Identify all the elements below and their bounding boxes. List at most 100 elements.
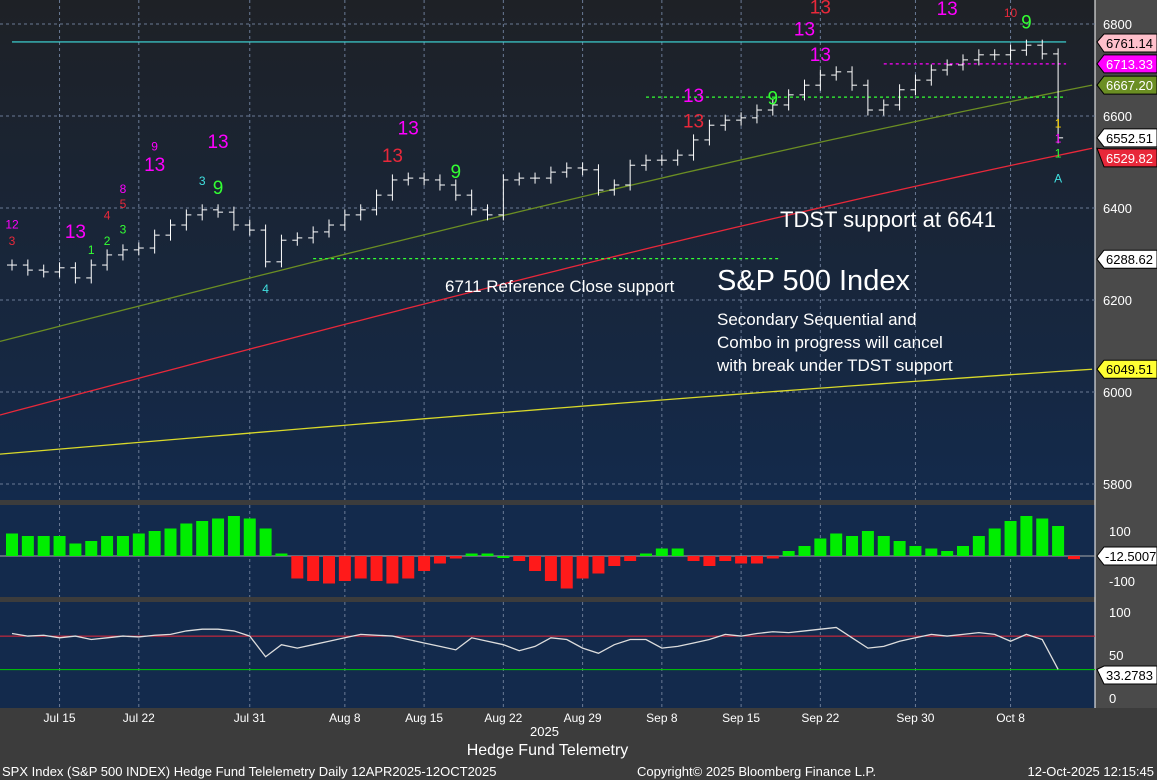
price-label-tag xyxy=(1096,147,1157,168)
momentum-bar xyxy=(481,553,494,556)
momentum-bar xyxy=(925,548,938,556)
td-count-label: 13 xyxy=(683,86,704,107)
td-count-label: 4 xyxy=(104,209,111,223)
oscillator-line xyxy=(11,626,1059,670)
copyright: Copyright© 2025 Bloomberg Finance L.P. xyxy=(637,764,877,779)
momentum-bar xyxy=(69,543,82,556)
momentum-bar xyxy=(640,553,652,556)
price-label: 6761.14 xyxy=(1106,36,1153,51)
ma-200-line xyxy=(0,368,1093,455)
td-count-label: 9 xyxy=(451,162,462,183)
momentum-bar xyxy=(1004,521,1017,556)
price-label: 6552.51 xyxy=(1106,131,1153,146)
momentum-bar xyxy=(703,556,716,566)
momentum-bar xyxy=(85,541,98,556)
momentum-bar xyxy=(655,548,668,556)
td-count-label: 13 xyxy=(65,222,86,243)
td-count-label: 9 xyxy=(151,140,158,154)
momentum-bar xyxy=(6,533,18,556)
momentum-bar xyxy=(576,556,589,579)
momentum-bar xyxy=(101,536,114,556)
momentum-bar xyxy=(323,556,335,584)
momentum-bar xyxy=(624,556,637,561)
subtitle-line: Combo in progress will cancel xyxy=(717,333,943,352)
momentum-bar xyxy=(830,533,843,556)
td-count-label: 3 xyxy=(120,222,127,236)
momentum-bar xyxy=(735,556,748,564)
td-count-label: 5 xyxy=(120,197,127,211)
x-tick-label: Aug 15 xyxy=(405,711,443,725)
price-tick-label: 6000 xyxy=(1103,385,1132,400)
momentum-bar xyxy=(497,556,510,558)
chart-subtitle: Secondary Sequential and Combo in progre… xyxy=(717,308,953,377)
right-axis xyxy=(1095,0,1157,708)
td-count-label: 3 xyxy=(9,234,16,248)
momentum-bar xyxy=(988,528,1001,556)
momentum-bar xyxy=(877,536,890,556)
td-count-label: 13 xyxy=(207,132,228,153)
subtitle-line: Secondary Sequential and xyxy=(717,310,917,329)
momentum-bar xyxy=(560,556,573,589)
price-label: 6713.33 xyxy=(1106,57,1153,72)
td-count-label: 13 xyxy=(937,0,958,20)
price-label: 6529.82 xyxy=(1106,151,1153,166)
td-count-label: 13 xyxy=(810,0,831,19)
td-count-label: 13 xyxy=(398,118,419,139)
oscillator-value: 33.2783 xyxy=(1106,668,1153,683)
momentum-value-tag xyxy=(1096,546,1157,566)
price-label-tag xyxy=(1096,128,1157,148)
momentum-bar xyxy=(386,556,399,584)
td-count-label: 2 xyxy=(104,234,111,248)
price-label-tag xyxy=(1096,249,1157,269)
momentum-bar xyxy=(116,536,129,556)
momentum-bar xyxy=(687,556,700,561)
momentum-bar xyxy=(1020,516,1033,556)
td-count-label: 9 xyxy=(768,89,779,110)
td-count-label: 1 xyxy=(1055,116,1062,130)
chart-title: S&P 500 Index xyxy=(717,265,910,297)
momentum-bar xyxy=(941,551,954,556)
td-count-label: 3 xyxy=(199,174,206,188)
td-count-label: A xyxy=(1054,172,1062,186)
td-count-label: 13 xyxy=(382,146,403,167)
oscillator-value-tag xyxy=(1096,665,1157,685)
price-tick-label: 6200 xyxy=(1103,293,1132,308)
ma-50-line xyxy=(0,84,1093,343)
momentum-bar xyxy=(671,548,684,556)
td-count-label: 1 xyxy=(1055,131,1062,145)
momentum-value: -12.5007 xyxy=(1105,549,1156,564)
momentum-bar xyxy=(846,536,859,556)
x-tick-label: Aug 22 xyxy=(484,711,522,725)
momentum-bar xyxy=(798,546,811,556)
momentum-bar xyxy=(814,538,827,556)
oscillator-tick-label: 50 xyxy=(1109,648,1123,663)
momentum-bar xyxy=(212,518,225,556)
price-label-tag xyxy=(1096,359,1157,379)
x-tick-label: Sep 30 xyxy=(896,711,934,725)
price-label: 6049.51 xyxy=(1106,362,1153,377)
momentum-bar xyxy=(275,553,288,556)
x-tick-label: Sep 22 xyxy=(801,711,839,725)
momentum-bar xyxy=(338,556,351,581)
momentum-bar xyxy=(354,556,367,579)
momentum-bar xyxy=(196,521,209,556)
momentum-bar xyxy=(433,556,446,564)
price-label: 6667.20 xyxy=(1106,78,1153,93)
momentum-bar xyxy=(402,556,415,579)
momentum-bar xyxy=(21,536,34,556)
momentum-bar xyxy=(370,556,383,581)
momentum-bar xyxy=(972,536,985,556)
subtitle-line: with break under TDST support xyxy=(717,356,953,375)
price-tick-label: 6400 xyxy=(1103,201,1132,216)
x-tick-label: Jul 15 xyxy=(44,711,76,725)
x-tick-label: Sep 8 xyxy=(646,711,678,725)
ma-100-line xyxy=(0,147,1093,416)
td-count-label: 13 xyxy=(794,20,815,41)
momentum-bar xyxy=(291,556,304,579)
oscillator-panel xyxy=(0,602,1095,708)
price-tick-label: 5800 xyxy=(1103,477,1132,492)
reference-close-note: 6711 Reference Close support xyxy=(445,277,675,296)
td-count-label: 13 xyxy=(144,155,165,176)
momentum-bar xyxy=(227,516,240,556)
momentum-bar xyxy=(307,556,320,581)
